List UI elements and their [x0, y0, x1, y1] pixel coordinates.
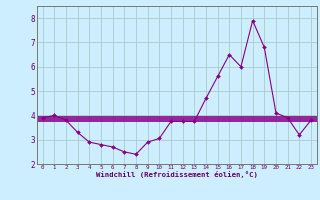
- X-axis label: Windchill (Refroidissement éolien,°C): Windchill (Refroidissement éolien,°C): [96, 171, 258, 178]
